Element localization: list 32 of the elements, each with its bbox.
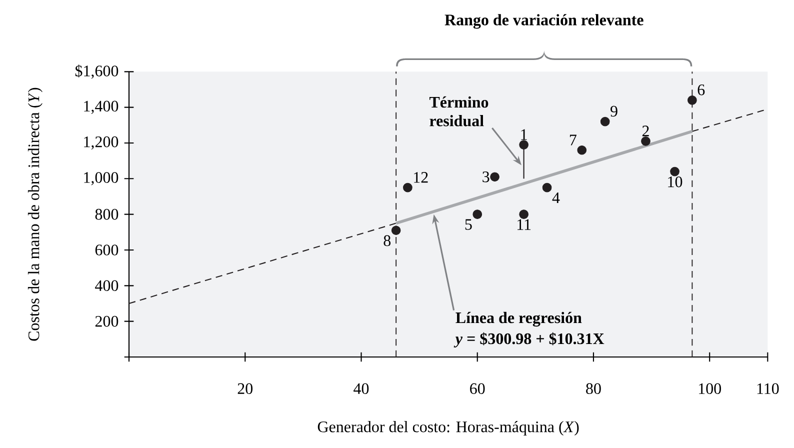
annotation: 10 [668,176,682,188]
y-tick-label: $1,600 [75,64,118,79]
x-tick-label: 60 [470,383,485,394]
y-tick-label: 600 [95,244,118,256]
annotation: 2 [642,126,649,136]
annotation: Línea de regresión [456,312,582,327]
y-tick-label: 1,400 [84,100,118,114]
y-tick-label: 1,000 [84,172,118,186]
annotation: 6 [698,84,705,96]
annotation: 7 [570,134,576,146]
annotation: 1 [521,129,527,140]
y-tick-label: 1,200 [84,136,118,150]
annotation: 5 [465,219,472,230]
annotation: 12 [414,172,428,183]
x-tick-label: 80 [586,383,601,394]
annotation: Término residual [429,96,488,126]
x-tick-label: 100 [699,383,721,394]
y-tick-label: 400 [95,280,118,292]
x-axis-title: Generador del costo: Horas-máquina (X) [318,420,579,436]
annotation: y = $300.98 + $10.31X [454,332,604,348]
annotation: 4 [552,192,560,204]
annotation: 9 [610,106,618,117]
annotation: 3 [482,171,490,182]
y-axis-title: Costos de la mano de obra indirecta (Y) [28,88,42,341]
chart-title: Rango de variación relevante [444,14,644,29]
x-tick-label: 20 [238,383,253,394]
y-tick-label: 800 [95,208,118,220]
y-tick-label: 200 [95,316,118,327]
annotation: 8 [384,235,391,246]
annotation: 11 [518,219,531,230]
x-tick-label: 110 [757,383,779,394]
x-tick-label: 40 [354,383,369,394]
